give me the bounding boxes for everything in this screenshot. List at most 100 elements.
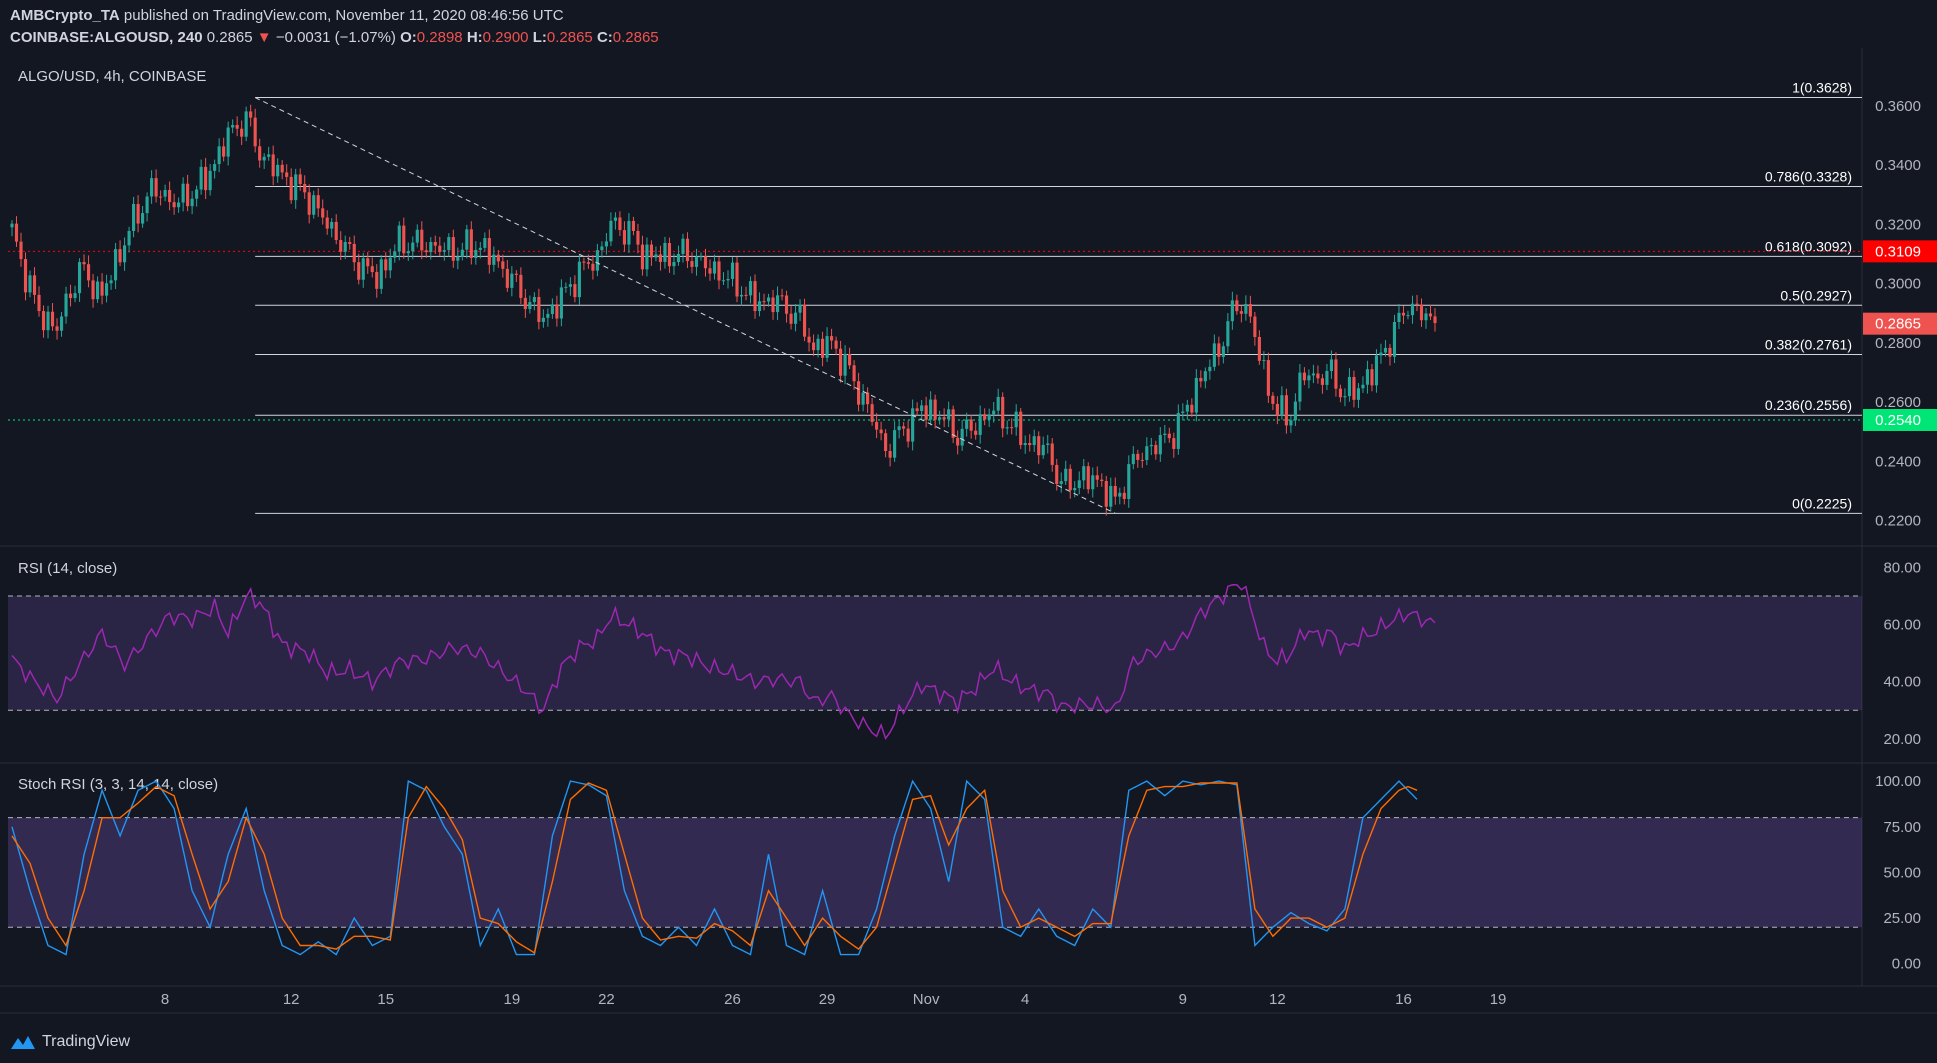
candle-body: [10, 223, 14, 228]
candle-body: [793, 312, 798, 324]
candle-body: [330, 221, 334, 229]
candle-body: [636, 230, 640, 245]
fib-level-label: 0.236(0.2556): [1765, 397, 1852, 413]
footer-brand[interactable]: TradingView: [10, 1033, 130, 1051]
publish-header: AMBCrypto_TA published on TradingView.co…: [10, 7, 564, 24]
candle-body: [757, 301, 762, 312]
candle-body: [1262, 360, 1266, 362]
candle-body: [820, 338, 825, 358]
candle-body: [276, 164, 280, 177]
candle-body: [249, 111, 253, 118]
candle-body: [811, 342, 816, 351]
candle-body: [640, 244, 645, 270]
candle-body: [1239, 311, 1243, 314]
candle-body: [1136, 453, 1140, 460]
candle-body: [1113, 486, 1117, 497]
time-axis-tick: 29: [819, 991, 836, 1008]
candle-body: [1392, 322, 1397, 357]
candle-body: [893, 430, 897, 458]
candle-body: [1388, 347, 1392, 357]
candle-body: [798, 304, 802, 313]
candle-body: [1424, 313, 1428, 321]
candle-body: [1289, 420, 1293, 426]
price-axis-tick: 0.2800: [1875, 335, 1921, 352]
candle-body: [168, 189, 172, 203]
candle-body: [1410, 303, 1415, 316]
candle-body: [68, 293, 73, 299]
candle-body: [86, 264, 91, 281]
candle-body: [1284, 395, 1288, 426]
stoch-pane-title: Stoch RSI (3, 3, 14, 14, close): [18, 776, 218, 793]
candle-body: [100, 281, 104, 296]
down-arrow-icon: ▼: [256, 29, 272, 46]
candle-body: [41, 311, 46, 331]
candle-body: [514, 273, 518, 275]
candle-body: [1302, 372, 1306, 381]
candle-body: [1059, 481, 1063, 484]
candle-body: [14, 223, 19, 242]
candle-body: [258, 146, 262, 161]
close-value: 0.2865: [612, 29, 659, 46]
candle-body: [618, 217, 622, 231]
candle-body: [830, 336, 834, 341]
fib-level-label: 0.618(0.3092): [1765, 238, 1852, 254]
price-badge-label: 0.3109: [1875, 243, 1921, 260]
candle-body: [582, 261, 586, 263]
candle-body: [825, 336, 829, 358]
symbol-label: COINBASE:ALGOUSD, 240: [10, 29, 203, 46]
candle-body: [857, 381, 861, 405]
candle-body: [672, 262, 676, 267]
candle-body: [947, 409, 951, 420]
time-axis-tick: 16: [1395, 991, 1412, 1008]
candle-body: [591, 263, 595, 271]
candle-body: [1280, 395, 1284, 416]
candle-body: [717, 261, 721, 281]
candle-body: [1091, 475, 1095, 490]
candle-body: [222, 146, 226, 157]
candle-body: [690, 261, 694, 267]
candle-body: [1086, 466, 1090, 490]
candle-body: [114, 249, 118, 281]
candle-body: [23, 259, 28, 293]
candle-body: [267, 154, 271, 157]
candle-body: [1217, 343, 1221, 357]
candle-body: [1181, 411, 1185, 413]
time-axis-tick: 19: [504, 991, 521, 1008]
candle-body: [1311, 373, 1315, 376]
candle-body: [303, 183, 307, 193]
candle-body: [987, 414, 991, 420]
candle-body: [1275, 403, 1279, 416]
close-label: C:: [596, 29, 613, 46]
candle-body: [1172, 438, 1176, 449]
candle-body: [82, 262, 86, 265]
candle-body: [748, 281, 753, 296]
candle-body: [775, 295, 780, 313]
candle-body: [802, 304, 807, 337]
candle-body: [384, 259, 388, 271]
candle-body: [645, 244, 649, 270]
candle-body: [1253, 316, 1257, 337]
candle-body: [123, 245, 127, 263]
candle-body: [285, 172, 289, 177]
candle-body: [262, 156, 266, 161]
candle-body: [109, 280, 113, 284]
rsi-axis-tick: 80.00: [1883, 559, 1921, 576]
fib-trend-line: [254, 97, 1116, 514]
candle-body: [312, 195, 316, 215]
candle-body: [703, 256, 708, 269]
candle-body: [730, 262, 735, 279]
candle-body: [816, 338, 820, 351]
candle-body: [159, 196, 163, 198]
price-axis-tick: 0.2200: [1875, 513, 1921, 530]
candle-body: [839, 348, 843, 376]
candle-body: [852, 365, 856, 382]
time-axis-tick: 15: [377, 991, 394, 1008]
candle-body: [1140, 459, 1144, 461]
publisher-name[interactable]: AMBCrypto_TA: [10, 7, 120, 24]
high-value: 0.2900: [482, 29, 529, 46]
candle-body: [933, 399, 937, 420]
candle-body: [280, 164, 284, 173]
candle-body: [739, 294, 744, 297]
stoch-axis-tick: 75.00: [1883, 819, 1921, 836]
